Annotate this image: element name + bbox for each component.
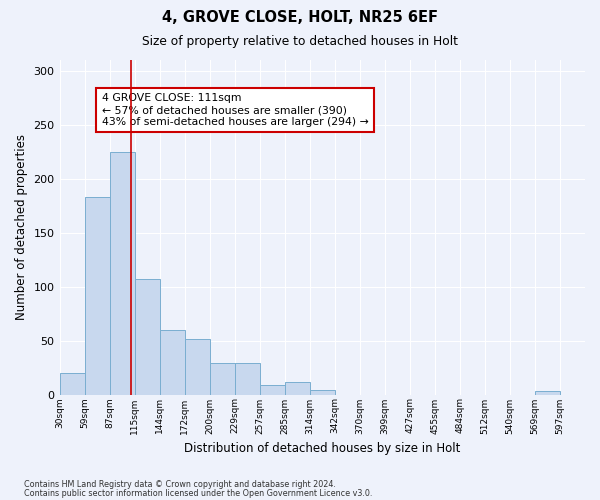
Bar <box>209 363 235 394</box>
Bar <box>185 340 209 394</box>
X-axis label: Distribution of detached houses by size in Holt: Distribution of detached houses by size … <box>184 442 460 455</box>
Bar <box>310 390 335 394</box>
Bar <box>285 382 310 394</box>
Bar <box>160 330 185 394</box>
Text: 4, GROVE CLOSE, HOLT, NR25 6EF: 4, GROVE CLOSE, HOLT, NR25 6EF <box>162 10 438 25</box>
Bar <box>260 385 285 394</box>
Bar <box>59 373 85 394</box>
Bar <box>235 363 260 394</box>
Y-axis label: Number of detached properties: Number of detached properties <box>15 134 28 320</box>
Bar <box>85 197 110 394</box>
Text: 4 GROVE CLOSE: 111sqm
← 57% of detached houses are smaller (390)
43% of semi-det: 4 GROVE CLOSE: 111sqm ← 57% of detached … <box>101 94 368 126</box>
Text: Contains public sector information licensed under the Open Government Licence v3: Contains public sector information licen… <box>24 489 373 498</box>
Text: Size of property relative to detached houses in Holt: Size of property relative to detached ho… <box>142 35 458 48</box>
Bar <box>134 279 160 394</box>
Text: Contains HM Land Registry data © Crown copyright and database right 2024.: Contains HM Land Registry data © Crown c… <box>24 480 336 489</box>
Bar <box>110 152 134 394</box>
Bar <box>535 392 560 394</box>
